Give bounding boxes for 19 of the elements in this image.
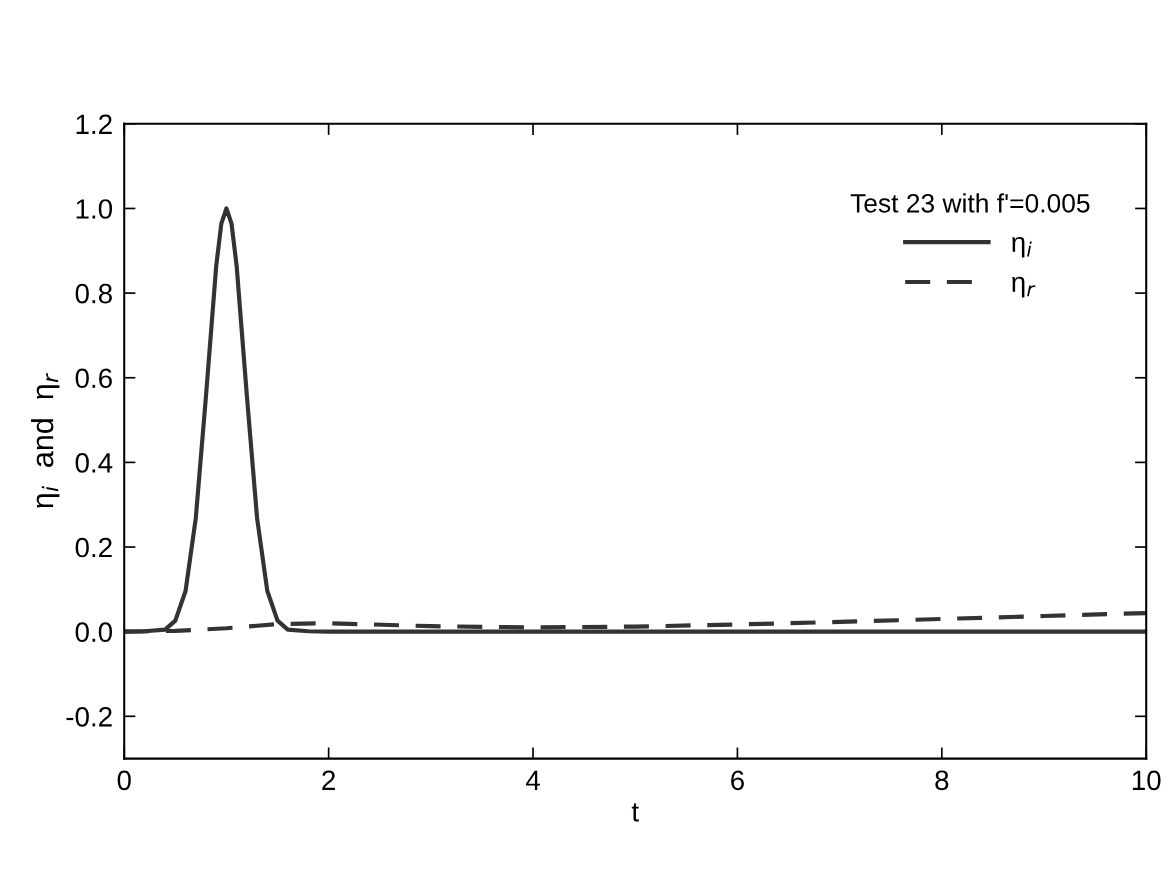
x-tick-label: 8 [935,770,949,791]
x-tick-label: 6 [731,770,744,791]
x-axis-title: t [631,803,639,822]
y-tick-label: 0.4 [75,453,113,473]
legend-label: η$_{r}$ [1012,276,1036,298]
legend-label: η$_{i}$ [1012,236,1032,258]
legend-title: Test 23 with f'=0.005 [850,193,1090,213]
x-tick-label: 10 [1132,770,1161,791]
x-tick-label: 0 [117,770,131,791]
y-tick-label: -0.2 [66,706,112,727]
y-tick-label: 0.6 [75,368,112,389]
y-tick-label: 0.8 [75,283,112,304]
y-tick-label: 1.0 [76,199,113,219]
y-tick-label: 0.0 [75,622,113,643]
x-tick-label: 2 [322,770,335,790]
x-tick-label: 4 [525,770,540,790]
y-tick-label: 1.2 [76,114,112,134]
y-tick-label: 0.2 [75,537,112,558]
y-axis-title: η$_{i}$ and η$_{r}$ [30,373,60,508]
